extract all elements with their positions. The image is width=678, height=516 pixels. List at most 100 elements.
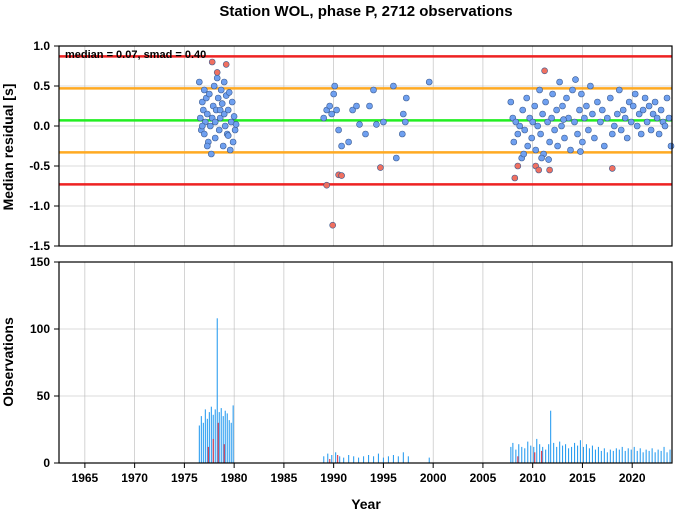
residual-point [600, 142, 608, 150]
observations-bar [663, 446, 665, 463]
residual-point [647, 126, 655, 134]
residual-point [532, 146, 540, 154]
residual-point [228, 98, 236, 106]
residual-point [615, 86, 623, 94]
observations-bar [618, 449, 620, 463]
residual-point [635, 110, 643, 118]
residual-point [663, 94, 671, 102]
observations-bar [651, 448, 653, 463]
observations-bar [568, 448, 570, 463]
residual-point [338, 142, 345, 150]
residual-point [507, 98, 515, 106]
residual-point [621, 114, 629, 122]
residual-point [519, 106, 527, 114]
residual-point [655, 130, 663, 138]
residual-point [196, 78, 203, 86]
residual-point [345, 138, 352, 146]
residual-point [645, 102, 653, 110]
residual-point [544, 118, 551, 126]
residual-point [585, 126, 592, 134]
x-tick-label: 2010 [519, 471, 546, 485]
residual-point [220, 110, 228, 118]
residual-y-tick-label: -0.5 [29, 159, 50, 173]
observations-bar [521, 446, 523, 463]
observations-y-ticks: 0 50 100 150 [30, 255, 59, 470]
residual-point [349, 106, 356, 114]
residual-point [531, 102, 539, 110]
observations-bar [382, 457, 384, 463]
observations-bar [571, 446, 573, 463]
residual-point [572, 76, 579, 83]
observations-outlier-bar [207, 446, 209, 463]
residual-point [224, 132, 232, 139]
residual-point [370, 86, 377, 94]
observations-bar [353, 456, 355, 463]
residual-point [218, 100, 226, 107]
residual-y-ticks: 1.0 0.5 0.0 -0.5 -1.0 -1.5 [29, 39, 59, 253]
observations-bar [402, 452, 404, 463]
residual-point [625, 98, 633, 106]
residual-point [597, 118, 604, 126]
residual-point [216, 114, 224, 122]
observations-bar [636, 450, 638, 463]
residual-point [425, 78, 433, 86]
observations-bar [335, 452, 337, 463]
residual-point [649, 110, 657, 118]
residual-point [629, 102, 637, 110]
observations-bar [210, 406, 212, 463]
residual-point [230, 113, 238, 120]
x-tick-label: 1990 [320, 471, 347, 485]
residual-point [661, 122, 669, 130]
residual-point [232, 121, 240, 128]
residual-y-tick-label: -1.0 [29, 199, 50, 213]
residual-point [206, 90, 213, 98]
observations-bar [510, 446, 512, 463]
observations-bar [368, 455, 370, 463]
residual-point [641, 94, 649, 102]
residual-point [366, 102, 373, 110]
residual-point [217, 86, 225, 94]
observations-bar [202, 422, 204, 463]
observations-bar [579, 440, 581, 463]
observations-bar [588, 448, 590, 463]
observations-bar [539, 444, 541, 463]
observations-plot-frame [58, 261, 673, 464]
residual-point [643, 118, 651, 126]
x-tick-label: 1975 [171, 471, 198, 485]
residual-point [521, 126, 529, 134]
observations-bar [612, 450, 614, 463]
observations-bar [343, 457, 345, 463]
residual-point [328, 110, 336, 118]
residual-point [326, 102, 334, 110]
residual-plot-frame [58, 45, 673, 247]
observations-bar [206, 418, 208, 463]
residual-point [542, 98, 549, 106]
observations-bar [331, 455, 333, 463]
observations-bar [591, 445, 593, 463]
residual-point [667, 142, 675, 150]
residual-point [380, 118, 387, 126]
residual-y-tick-label: 0.5 [33, 79, 50, 93]
residual-point [610, 122, 618, 130]
observations-bar [515, 449, 517, 463]
observations-bar [645, 449, 647, 463]
residual-outlier-point [213, 69, 221, 76]
residual-point [576, 106, 583, 114]
observations-bar [582, 446, 584, 463]
observations-bar [200, 416, 202, 463]
residual-point [558, 122, 565, 130]
residual-point [197, 114, 204, 122]
residual-point [399, 110, 407, 118]
residual-point [627, 118, 635, 126]
residual-point [335, 126, 342, 134]
residual-point [578, 90, 585, 98]
residual-point [225, 89, 233, 96]
observations-bar [639, 448, 641, 463]
residual-point [653, 114, 661, 122]
x-tick-label: 2015 [569, 471, 596, 485]
observations-bar [222, 416, 224, 463]
residual-point [548, 114, 555, 122]
residual-point [402, 94, 410, 102]
residual-point [398, 130, 406, 138]
